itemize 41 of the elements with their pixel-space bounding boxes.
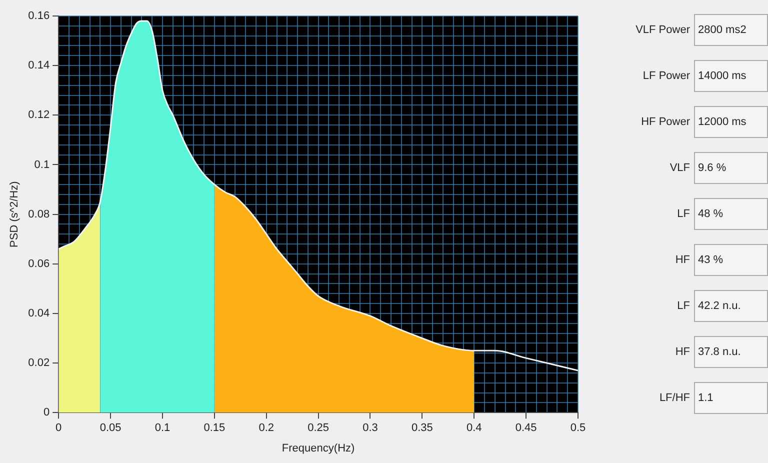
text: LF xyxy=(676,300,691,312)
y-tick-label: 0.02 xyxy=(28,357,50,370)
x-tick-label: 0.15 xyxy=(204,422,226,434)
x-tick-label: 0.1 xyxy=(154,422,170,434)
y-axis-title: PSD (s^2/Hz) xyxy=(8,181,21,248)
y-tick-label: 0.04 xyxy=(28,307,50,320)
text: HF Power xyxy=(640,116,691,128)
y-tick-label: 0.14 xyxy=(28,60,50,72)
text: 2800 ms2 xyxy=(694,14,768,46)
x-tick-label: 0.2 xyxy=(258,422,274,434)
y-tick-label: 0.08 xyxy=(28,208,50,220)
text: 37.8 n.u. xyxy=(694,336,768,368)
x-tick-label: 0.4 xyxy=(466,422,482,434)
x-axis-title: Frequency(Hz) xyxy=(282,442,355,454)
x-tick-label: 0.25 xyxy=(308,422,330,434)
text: 9.6 % xyxy=(694,152,768,184)
x-tick-label: 0.35 xyxy=(411,422,433,434)
y-tick-label: 0.12 xyxy=(28,109,50,122)
text: 14000 ms xyxy=(694,60,768,92)
text: LF Power xyxy=(642,70,691,82)
x-tick-label: 0 xyxy=(56,422,62,434)
y-tick-label: 0.16 xyxy=(28,10,50,22)
text: LF/HF xyxy=(658,392,691,404)
text: 12000 ms xyxy=(694,106,768,138)
text: 42.2 n.u. xyxy=(694,290,768,322)
x-tick-label: 0.5 xyxy=(570,422,586,434)
y-tick-label: 0 xyxy=(43,406,50,419)
y-tick-label: 0.06 xyxy=(28,258,50,270)
text: VLF Power xyxy=(634,24,691,36)
x-tick-label: 0.45 xyxy=(515,422,537,434)
text: HF xyxy=(674,254,691,266)
text: HF xyxy=(674,346,691,358)
x-tick-label: 0.3 xyxy=(362,422,378,434)
text: LF xyxy=(676,208,691,220)
text: 43 % xyxy=(694,244,768,276)
x-tick-label: 0.05 xyxy=(100,422,122,434)
text: VLF xyxy=(668,162,691,174)
line-series xyxy=(58,20,578,372)
text: 48 % xyxy=(694,198,768,230)
y-tick-label: 0.1 xyxy=(34,158,50,171)
text: 1.1 xyxy=(694,382,768,414)
